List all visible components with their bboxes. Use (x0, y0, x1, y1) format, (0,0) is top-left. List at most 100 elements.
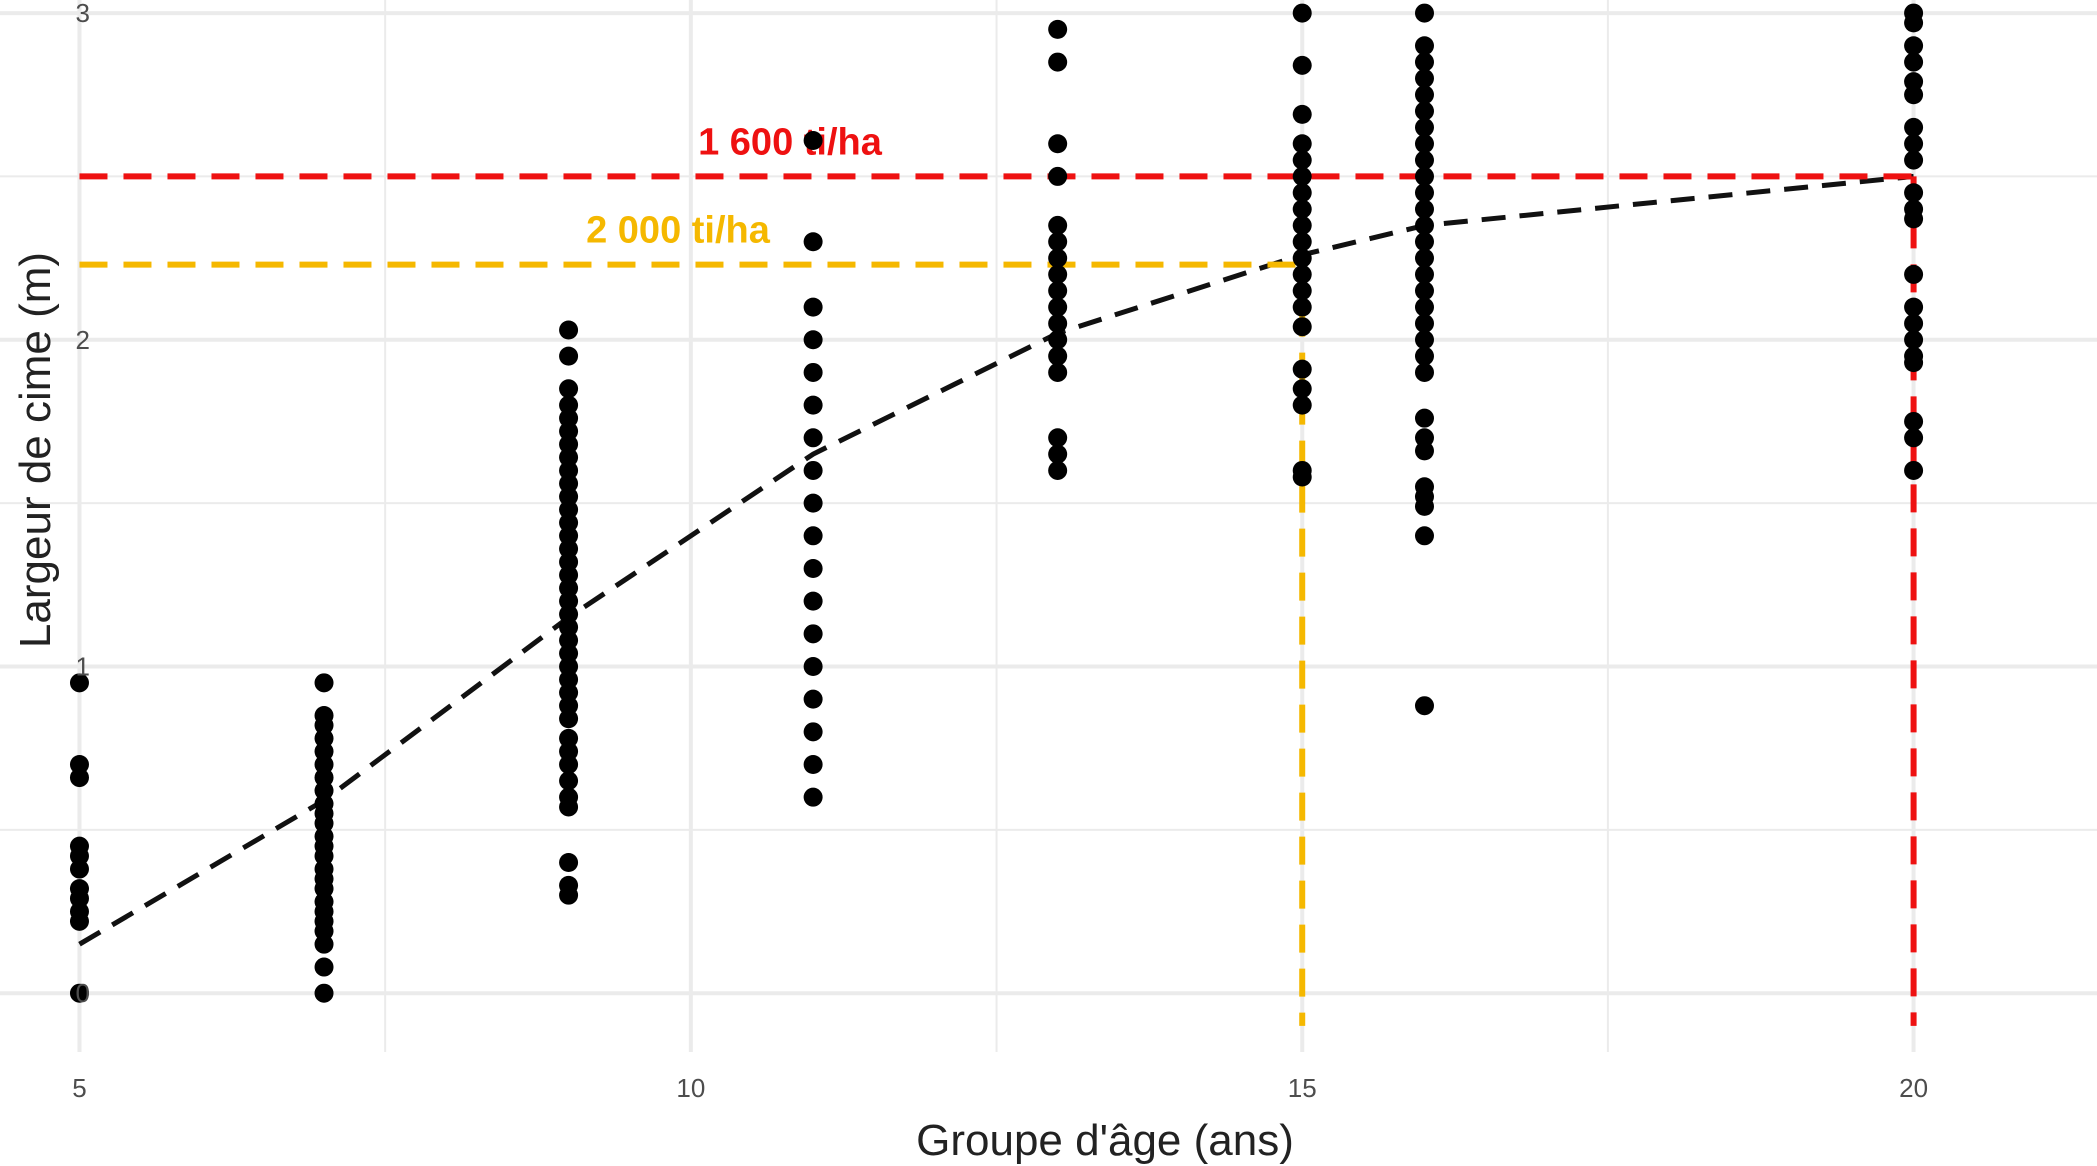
data-point (559, 460, 579, 480)
data-point (1292, 3, 1312, 23)
data-point (559, 578, 579, 598)
data-point (559, 408, 579, 428)
data-point (1048, 52, 1068, 72)
data-point (559, 591, 579, 611)
data-point (1414, 264, 1434, 284)
data-point (803, 754, 823, 774)
data-point (1904, 13, 1924, 33)
data-point (314, 754, 334, 774)
data-point (1904, 330, 1924, 350)
grid-lines (0, 0, 2097, 1052)
data-point (314, 934, 334, 954)
data-point (559, 552, 579, 572)
data-point (314, 957, 334, 977)
data-point (314, 879, 334, 899)
data-point (559, 754, 579, 774)
y-tick-label: 3 (76, 0, 90, 28)
data-point (803, 330, 823, 350)
data-point (803, 689, 823, 709)
data-point (803, 493, 823, 513)
data-point (314, 728, 334, 748)
data-point (803, 624, 823, 644)
data-point (559, 447, 579, 467)
data-point (314, 715, 334, 735)
data-point (1904, 85, 1924, 105)
data-point (69, 673, 89, 693)
tick-labels: 5 10 15 20 0 1 2 3 (72, 0, 1928, 1103)
data-point (1048, 281, 1068, 301)
data-point (1414, 441, 1434, 461)
y-tick-label: 2 (76, 325, 90, 355)
data-point (1414, 117, 1434, 137)
data-point (559, 728, 579, 748)
data-point (1048, 330, 1068, 350)
data-point (1414, 313, 1434, 333)
data-point (69, 846, 89, 866)
data-point (559, 434, 579, 454)
data-point (1904, 297, 1924, 317)
data-point (559, 683, 579, 703)
data-point (314, 983, 334, 1003)
data-point (1292, 199, 1312, 219)
data-point (1414, 248, 1434, 268)
data-point (803, 362, 823, 382)
data-point (559, 421, 579, 441)
data-point (1904, 183, 1924, 203)
data-point (803, 395, 823, 415)
data-point (1048, 232, 1068, 252)
data-point (1414, 362, 1434, 382)
data-point (559, 741, 579, 761)
data-point (559, 771, 579, 791)
data-point (803, 297, 823, 317)
data-point (559, 565, 579, 585)
data-point (1904, 36, 1924, 56)
data-point (803, 428, 823, 448)
data-point (559, 513, 579, 533)
data-point (1904, 72, 1924, 92)
data-point (314, 921, 334, 941)
data-point (1904, 150, 1924, 170)
data-point (559, 885, 579, 905)
data-point (1048, 134, 1068, 154)
data-point (1292, 264, 1312, 284)
data-point (1904, 117, 1924, 137)
data-point (559, 797, 579, 817)
data-point (559, 604, 579, 624)
y-axis-title: Largeur de cime (m) (11, 252, 60, 648)
data-point (69, 859, 89, 879)
data-point (1292, 166, 1312, 186)
data-point (1292, 359, 1312, 379)
data-point (559, 853, 579, 873)
data-point (1414, 101, 1434, 121)
data-point (1414, 496, 1434, 516)
data-point (1904, 411, 1924, 431)
data-point (1414, 297, 1434, 317)
data-point (1292, 150, 1312, 170)
x-tick-label: 20 (1899, 1073, 1928, 1103)
data-point (1048, 346, 1068, 366)
data-point (1414, 408, 1434, 428)
data-point (1904, 264, 1924, 284)
data-point (559, 526, 579, 546)
data-point (1414, 428, 1434, 448)
data-point (314, 741, 334, 761)
data-point (1414, 330, 1434, 350)
data-point (1292, 134, 1312, 154)
data-points (69, 3, 1924, 1003)
data-point (559, 379, 579, 399)
data-point (1048, 215, 1068, 235)
data-point (69, 768, 89, 788)
x-tick-label: 15 (1288, 1073, 1317, 1103)
data-point (1292, 379, 1312, 399)
data-point (803, 656, 823, 676)
data-point (803, 787, 823, 807)
data-point (1292, 297, 1312, 317)
data-point (69, 754, 89, 774)
data-point (1414, 68, 1434, 88)
data-point (559, 696, 579, 716)
data-point (1414, 3, 1434, 23)
data-point (1048, 428, 1068, 448)
data-point (1904, 52, 1924, 72)
data-point (803, 722, 823, 742)
data-point (1048, 362, 1068, 382)
